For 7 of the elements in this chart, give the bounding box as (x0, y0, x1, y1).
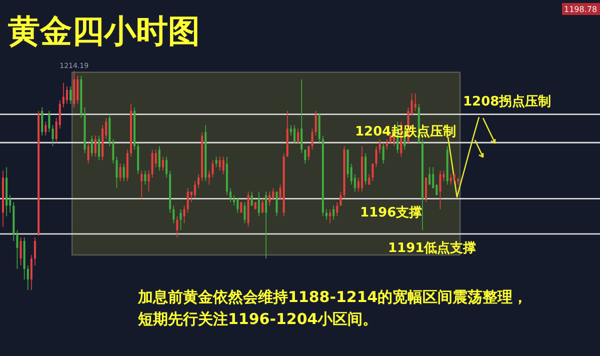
title: 黄金四小时图 (8, 12, 200, 50)
annotation: 加息前黄金依然会维持1188-1214的宽幅区间震荡整理， (137, 288, 528, 306)
ref-line-label: 1196支撑 (360, 206, 422, 221)
text: 短期先行关注1196-1204小区间。 (137, 310, 378, 328)
ref-line-label: 1191低点支撑 (388, 240, 476, 256)
last-price: 1198.78 (562, 3, 600, 15)
ref-line-label: 1208拐点压制 (463, 93, 552, 110)
